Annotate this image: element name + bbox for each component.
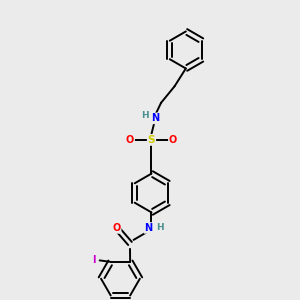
Text: H: H (156, 224, 164, 232)
Text: H: H (141, 112, 149, 121)
Text: O: O (126, 135, 134, 145)
Text: O: O (169, 135, 177, 145)
Text: S: S (148, 135, 155, 145)
Text: I: I (93, 255, 96, 266)
Text: N: N (144, 223, 153, 233)
Text: N: N (151, 113, 159, 123)
Text: O: O (112, 223, 121, 233)
